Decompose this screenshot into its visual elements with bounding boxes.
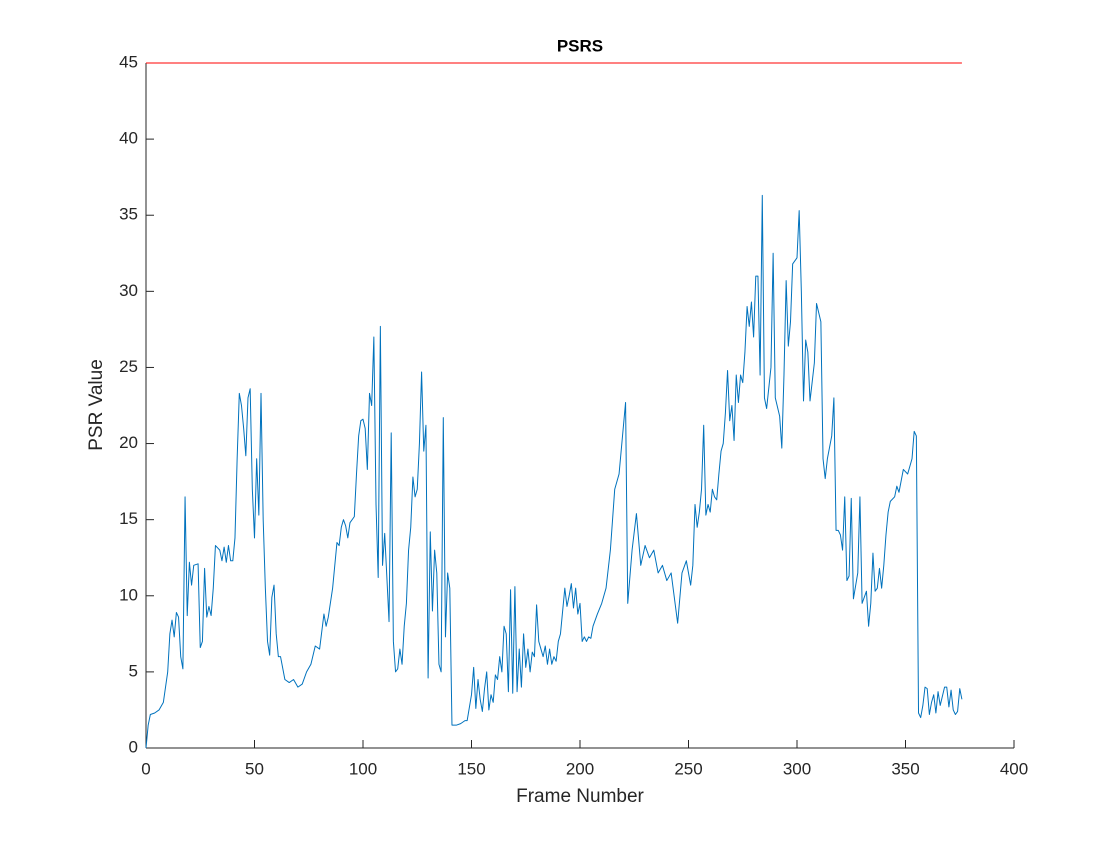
chart-title: PSRS [557, 36, 603, 55]
y-tick-label: 5 [129, 661, 138, 680]
y-tick-label: 0 [129, 737, 138, 756]
y-tick-label: 15 [119, 509, 138, 528]
y-tick-label: 20 [119, 433, 138, 452]
y-tick-label: 40 [119, 129, 138, 148]
line-series [145, 194, 963, 749]
x-tick-label: 50 [245, 759, 264, 778]
x-tick-label: 300 [783, 759, 811, 778]
x-tick-label: 250 [674, 759, 702, 778]
y-tick-label: 30 [119, 281, 138, 300]
x-tick-label: 0 [141, 759, 150, 778]
y-tick-label: 45 [119, 52, 138, 71]
y-tick-label: 35 [119, 205, 138, 224]
y-tick-label: 25 [119, 357, 138, 376]
y-tick-label: 10 [119, 585, 138, 604]
y-axis-label: PSR Value [86, 359, 107, 451]
x-axis-label: Frame Number [516, 786, 644, 807]
x-tick-label: 100 [349, 759, 377, 778]
x-tick-label: 200 [566, 759, 594, 778]
x-tick-label: 400 [1000, 759, 1028, 778]
x-tick-label: 150 [457, 759, 485, 778]
x-tick-label: 350 [891, 759, 919, 778]
